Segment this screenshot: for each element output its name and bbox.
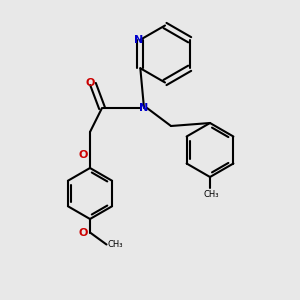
Text: N: N — [140, 103, 148, 113]
Text: CH₃: CH₃ — [108, 240, 124, 249]
Text: O: O — [79, 149, 88, 160]
Text: O: O — [85, 77, 95, 88]
Text: O: O — [79, 227, 88, 238]
Text: N: N — [134, 35, 143, 45]
Text: CH₃: CH₃ — [204, 190, 219, 199]
